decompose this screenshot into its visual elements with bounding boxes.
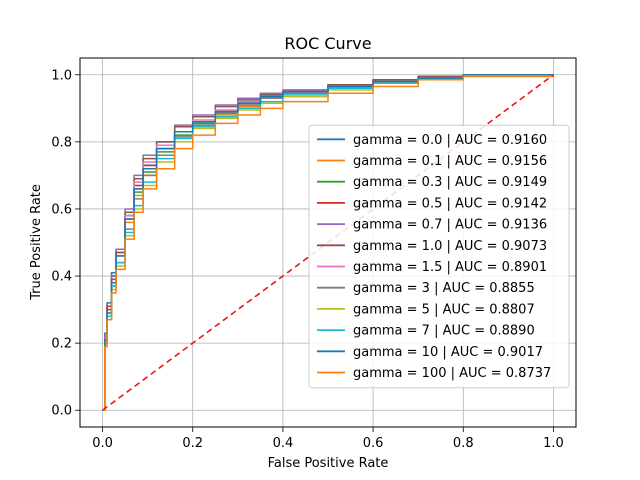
- series-line-10: [102, 74, 554, 411]
- y-tick-label: 0.2: [51, 337, 72, 352]
- chart-title: ROC Curve: [284, 34, 371, 53]
- y-tick-label: 0.0: [51, 404, 72, 419]
- x-tick-label: 0.2: [182, 436, 203, 451]
- y-axis-label: True Positive Rate: [29, 184, 44, 301]
- x-tick-label: 0.4: [273, 436, 294, 451]
- legend-box: [308, 124, 570, 389]
- legend-entry: gamma = 5 | AUC = 0.8807: [353, 302, 535, 317]
- x-axis-ticks: 0.0 0.2 0.4 0.6 0.8 1.0: [92, 427, 564, 451]
- legend-entry: gamma = 100 | AUC = 0.8737: [353, 366, 551, 381]
- y-tick-label: 1.0: [51, 68, 72, 83]
- legend-entry: gamma = 7 | AUC = 0.8890: [353, 324, 535, 339]
- series-line-8: [102, 74, 554, 411]
- x-tick-label: 0.0: [92, 436, 113, 451]
- legend-entry: gamma = 0.5 | AUC = 0.9142: [353, 196, 547, 211]
- legend-entry: gamma = 0.1 | AUC = 0.9156: [353, 154, 547, 169]
- x-axis-label: False Positive Rate: [268, 456, 389, 471]
- legend: gamma = 0.0 | AUC = 0.9160 gamma = 0.1 | …: [308, 124, 570, 389]
- legend-entry: gamma = 1.5 | AUC = 0.8901: [353, 260, 547, 275]
- legend-entry: gamma = 0.3 | AUC = 0.9149: [353, 175, 547, 190]
- y-tick-label: 0.8: [51, 135, 72, 150]
- series-line-11: [102, 74, 555, 411]
- series-line-9: [102, 74, 554, 411]
- plot-frame: [79, 57, 577, 428]
- legend-entry: gamma = 1.0 | AUC = 0.9073: [353, 239, 547, 254]
- y-tick-label: 0.4: [51, 270, 72, 285]
- legend-entry: gamma = 0.0 | AUC = 0.9160: [353, 133, 547, 148]
- x-tick-label: 0.8: [453, 436, 474, 451]
- x-tick-label: 0.6: [363, 436, 384, 451]
- legend-entry: gamma = 10 | AUC = 0.9017: [353, 345, 543, 360]
- legend-entry: gamma = 3 | AUC = 0.8855: [353, 281, 535, 296]
- legend-entry: gamma = 0.7 | AUC = 0.9136: [353, 218, 547, 233]
- y-tick-label: 0.6: [51, 202, 72, 217]
- series-line-5: [102, 74, 554, 411]
- y-axis-ticks: 0.0 0.2 0.4 0.6 0.8 1.0: [51, 68, 80, 419]
- x-tick-label: 1.0: [543, 436, 564, 451]
